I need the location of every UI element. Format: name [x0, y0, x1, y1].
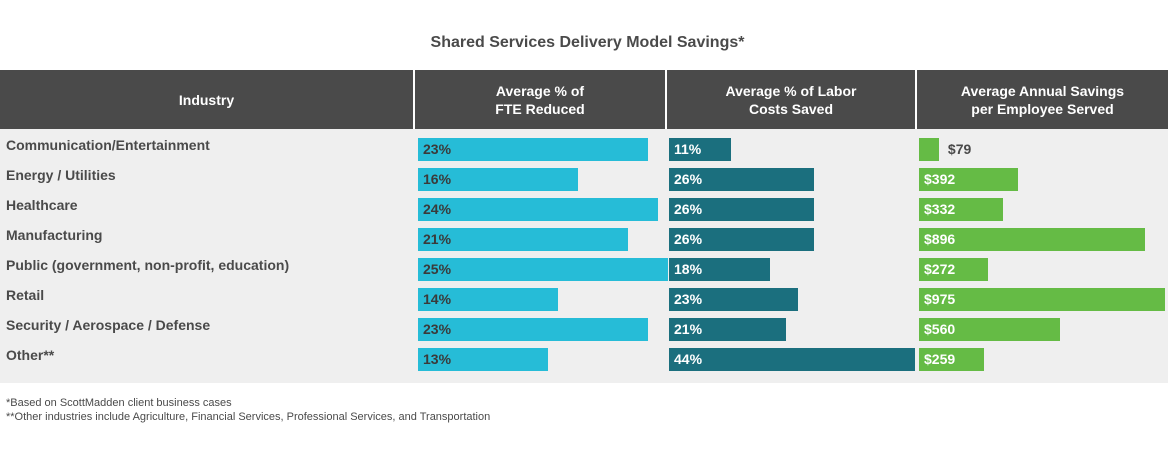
bar-label-savings-security-aerospace-defense: $560 — [924, 321, 956, 337]
bar-label-savings-public-government-non-profit-education: $272 — [924, 261, 956, 277]
header-labor-costs-saved: Average % of Labor Costs Saved — [667, 70, 915, 129]
bar-fte-security-aerospace-defense — [418, 318, 648, 341]
bar-label-labor-healthcare: 26% — [674, 201, 703, 217]
bar-label-savings-energy-utilities: $392 — [924, 171, 956, 187]
bar-label-savings-manufacturing: $896 — [924, 231, 956, 247]
bar-savings-other — [919, 348, 985, 371]
bar-label-savings-other: $259 — [924, 351, 956, 367]
bar-fte-other — [418, 348, 548, 371]
industry-label-energy-utilities: Energy / Utilities — [6, 167, 116, 183]
industry-label-communication-entertainment: Communication/Entertainment — [6, 137, 210, 153]
bar-label-labor-security-aerospace-defense: 21% — [674, 321, 703, 337]
header-fte-reduced: Average % of FTE Reduced — [415, 70, 665, 129]
bar-labor-public-government-non-profit-education — [669, 258, 770, 281]
bar-savings-retail — [919, 288, 1165, 311]
bar-labor-other — [669, 348, 915, 371]
footnote-source: *Based on ScottMadden client business ca… — [6, 397, 232, 409]
bar-savings-public-government-non-profit-education — [919, 258, 988, 281]
bar-label-labor-other: 44% — [674, 351, 703, 367]
bar-label-fte-manufacturing: 21% — [423, 231, 452, 247]
chart-title: Shared Services Delivery Model Savings* — [430, 34, 745, 51]
bar-label-savings-healthcare: $332 — [924, 201, 956, 217]
bar-fte-manufacturing — [418, 228, 628, 251]
bar-fte-healthcare — [418, 198, 658, 221]
bar-label-labor-retail: 23% — [674, 291, 703, 307]
industry-label-manufacturing: Manufacturing — [6, 227, 103, 243]
bar-fte-retail — [418, 288, 558, 311]
bar-labor-energy-utilities — [669, 168, 815, 191]
industry-label-healthcare: Healthcare — [6, 197, 78, 213]
bar-label-fte-healthcare: 24% — [423, 201, 452, 217]
bar-label-savings-retail: $975 — [924, 291, 956, 307]
bar-labor-security-aerospace-defense — [669, 318, 787, 341]
industry-label-other: Other** — [6, 347, 55, 363]
bar-label-labor-manufacturing: 26% — [674, 231, 703, 247]
header-industry: Industry — [0, 70, 413, 129]
bar-label-labor-public-government-non-profit-education: 18% — [674, 261, 703, 277]
bar-label-fte-communication-entertainment: 23% — [423, 141, 452, 157]
header-annual-savings: Average Annual Savings per Employee Serv… — [917, 70, 1168, 129]
industry-label-retail: Retail — [6, 287, 45, 303]
industry-label-public-government-non-profit-education: Public (government, non-profit, educatio… — [6, 257, 290, 273]
bar-labor-manufacturing — [669, 228, 815, 251]
bar-labor-healthcare — [669, 198, 815, 221]
bar-fte-communication-entertainment — [418, 138, 648, 161]
bar-label-labor-energy-utilities: 26% — [674, 171, 703, 187]
bar-savings-healthcare — [919, 198, 1003, 221]
bar-label-fte-retail: 14% — [423, 291, 452, 307]
bar-label-fte-energy-utilities: 16% — [423, 171, 452, 187]
bar-label-fte-security-aerospace-defense: 23% — [423, 321, 452, 337]
footnote-other: **Other industries include Agriculture, … — [6, 411, 491, 423]
bar-labor-retail — [669, 288, 798, 311]
bar-label-savings-communication-entertainment: $79 — [947, 141, 972, 157]
bar-labor-communication-entertainment — [669, 138, 731, 161]
bar-fte-energy-utilities — [418, 168, 578, 191]
bar-label-fte-other: 13% — [423, 351, 452, 367]
bar-savings-energy-utilities — [919, 168, 1018, 191]
bar-savings-manufacturing — [919, 228, 1146, 251]
bar-fte-public-government-non-profit-education — [418, 258, 668, 281]
industry-label-security-aerospace-defense: Security / Aerospace / Defense — [6, 317, 211, 333]
bar-label-fte-public-government-non-profit-education: 25% — [423, 261, 452, 277]
bar-label-labor-communication-entertainment: 11% — [674, 141, 702, 157]
bar-savings-security-aerospace-defense — [919, 318, 1061, 341]
bar-savings-communication-entertainment — [919, 138, 939, 161]
